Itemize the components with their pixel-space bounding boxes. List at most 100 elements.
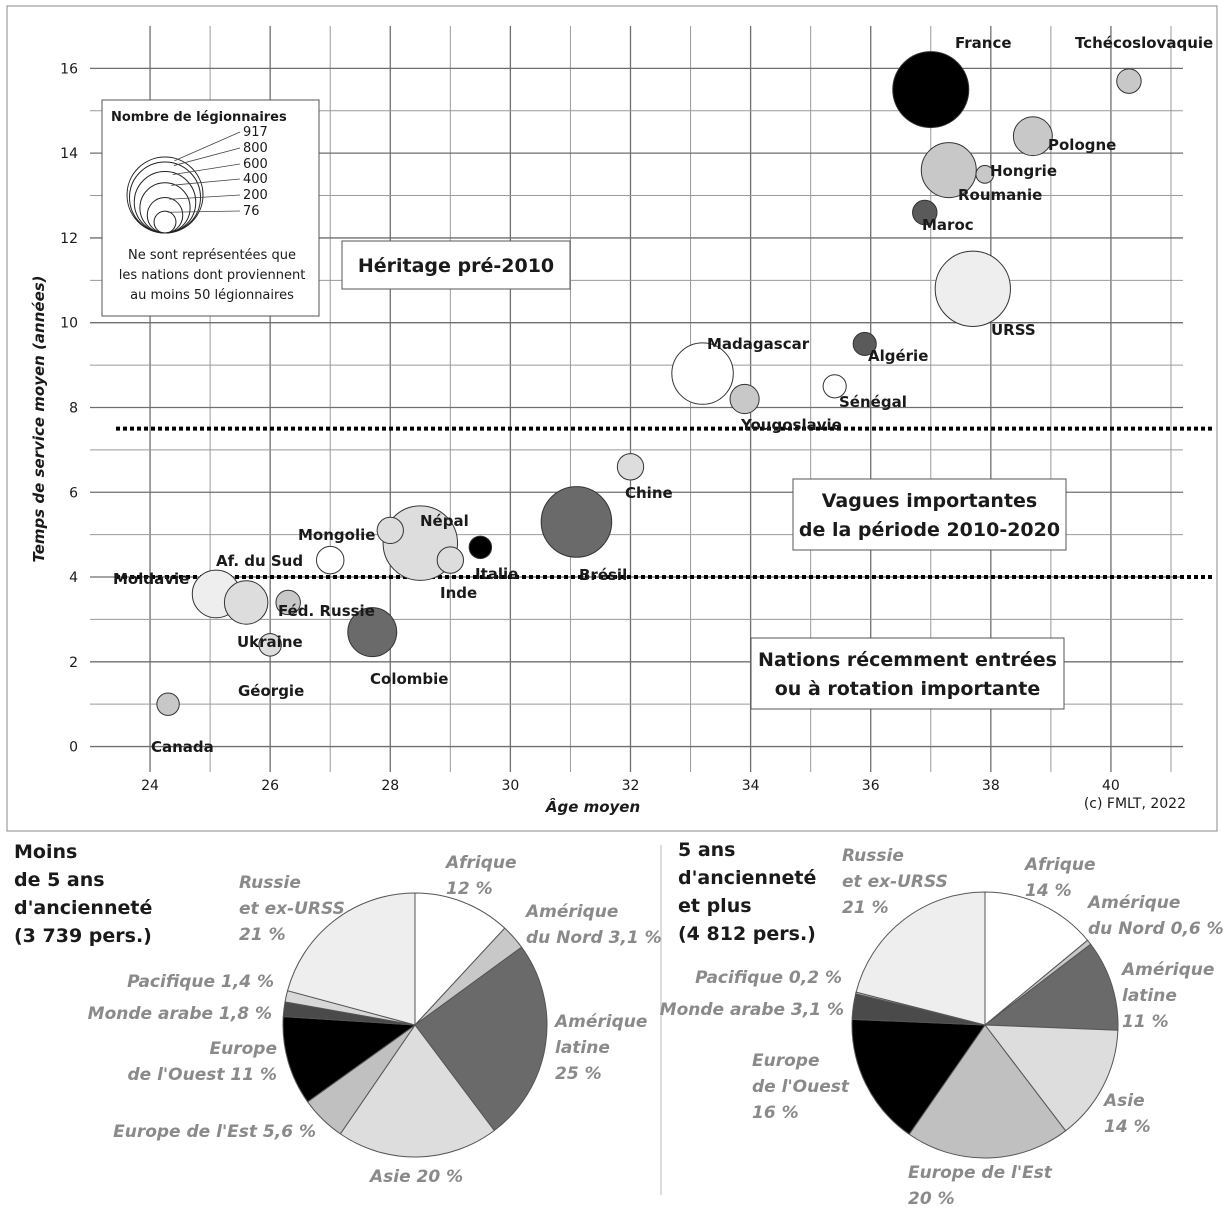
bubble-madagascar bbox=[671, 342, 734, 405]
pie-slice-amerique-latine bbox=[414, 946, 548, 1132]
zone-label-line: Vagues importantes bbox=[822, 490, 1037, 512]
bubble-label-nepal: Népal bbox=[420, 512, 469, 530]
bubble-label-ukraine: Ukraine bbox=[237, 633, 303, 651]
size-legend-leader bbox=[173, 147, 241, 166]
bubble-label-italie: Italie bbox=[475, 565, 518, 583]
size-legend-value: 200 bbox=[243, 188, 268, 203]
bubble-label-roumanie: Roumanie bbox=[958, 186, 1042, 204]
zone-label-line: Nations récemment entrées bbox=[758, 649, 1057, 671]
pie-label-europe-de-l-est: Europe de l'Est 5,6 % bbox=[113, 1122, 316, 1142]
y-tick-label: 2 bbox=[69, 655, 78, 671]
bubble-label-georgie: Géorgie bbox=[238, 682, 304, 700]
bubble-label-yougoslavie: Yougoslavie bbox=[740, 416, 842, 434]
bubble-label-af-du-sud: Af. du Sud bbox=[216, 552, 303, 570]
bubble-label-mongolie: Mongolie bbox=[298, 526, 375, 544]
pie-label-europe-de-l-est: 20 % bbox=[908, 1189, 955, 1205]
pie-label-russie-et-ex-urss: Russie bbox=[842, 846, 904, 866]
pie-label-russie-et-ex-urss: et ex-URSS bbox=[842, 872, 948, 892]
x-tick-label: 24 bbox=[141, 778, 159, 794]
y-tick-label: 0 bbox=[69, 740, 78, 756]
bubble-tchecoslovaquie bbox=[1116, 68, 1142, 94]
bubble-label-fed-russie: Féd. Russie bbox=[278, 602, 375, 620]
zone-label-box: Héritage pré-2010 bbox=[341, 240, 571, 290]
zone-box-frame bbox=[750, 637, 1065, 710]
size-legend-value: 76 bbox=[243, 204, 260, 219]
pie-chart-5-ans-et-plus: 5 ans d'ancienneté et plus (4 812 pers.) Afr… bbox=[660, 839, 1223, 1209]
pie-label-afrique: Afrique bbox=[1023, 855, 1096, 875]
bubble-maroc bbox=[912, 199, 938, 226]
bubble-label-moldavie: Moldavie bbox=[113, 570, 189, 588]
bubble-colombie bbox=[347, 607, 398, 658]
bubble-label-bresil: Brésil bbox=[579, 566, 627, 584]
pie-label-amerique-du-nord: Amérique bbox=[1086, 893, 1180, 913]
pie-title-line: (3 739 pers.) bbox=[14, 925, 152, 947]
pie-title-line: (4 812 pers.) bbox=[678, 923, 816, 945]
y-tick-label: 4 bbox=[69, 570, 78, 586]
pie-title-line: 5 ans bbox=[678, 839, 736, 861]
bubble-canada bbox=[156, 692, 180, 716]
y-tick-label: 14 bbox=[60, 146, 78, 162]
pie-title-line: Moins bbox=[14, 841, 77, 863]
pie-label-europe-de-l-est: Europe de l'Est bbox=[908, 1163, 1053, 1183]
zone-box-frame bbox=[341, 240, 571, 290]
bubble-af-du-sud bbox=[315, 545, 345, 575]
bubbles bbox=[156, 51, 1142, 716]
bubble-ukraine bbox=[223, 580, 269, 625]
bubble-yougoslavie bbox=[729, 383, 760, 415]
pie-label-asie: Asie bbox=[1102, 1091, 1145, 1111]
pie-title-line: d'ancienneté bbox=[678, 867, 816, 889]
pie-label-amerique-latine: 25 % bbox=[555, 1064, 602, 1084]
bubble-fed-russie bbox=[275, 589, 301, 616]
pie-label-amerique-latine: Amérique bbox=[1120, 960, 1214, 980]
size-legend-leader bbox=[169, 194, 241, 200]
pie-slice-asie bbox=[983, 1024, 1119, 1132]
pie-label-amerique-latine: Amérique bbox=[553, 1012, 647, 1032]
bubble-urss bbox=[934, 250, 1011, 327]
pie-chart-moins-5-ans: Moins de 5 ans d'ancienneté (3 739 pers.) Af… bbox=[14, 841, 662, 1187]
pie-label-amerique-du-nord: du Nord 0,6 % bbox=[1088, 919, 1223, 939]
bubble-chine bbox=[616, 453, 645, 481]
bubble-pologne bbox=[1012, 116, 1053, 157]
bubble-roumanie bbox=[920, 142, 977, 199]
pie-slice-russie-et-ex-urss bbox=[286, 892, 416, 1026]
size-legend-value: 400 bbox=[243, 172, 268, 187]
bubble-label-urss: URSS bbox=[991, 321, 1036, 339]
pie-label-russie-et-ex-urss: 21 % bbox=[239, 925, 286, 945]
pie-label-pacifique: Pacifique 0,2 % bbox=[695, 968, 842, 988]
bubble-label-hongrie: Hongrie bbox=[990, 162, 1057, 180]
zone-label-box: Nations récemment entrées ou à rotation i… bbox=[750, 637, 1065, 710]
size-legend-note-line: Ne sont représentées que bbox=[128, 248, 296, 263]
y-tick-label: 16 bbox=[60, 61, 78, 77]
bubble-bresil bbox=[540, 486, 613, 558]
y-tick-label: 6 bbox=[69, 485, 78, 501]
bubble-hongrie bbox=[975, 164, 995, 184]
bubble-label-madagascar: Madagascar bbox=[707, 335, 810, 353]
x-tick-label: 26 bbox=[261, 778, 279, 794]
pie-title-line: et plus bbox=[678, 895, 752, 917]
bubble-label-colombie: Colombie bbox=[370, 670, 448, 688]
bubble-label-inde: Inde bbox=[440, 584, 477, 602]
bubble-label-chine: Chine bbox=[625, 484, 673, 502]
pie-label-pacifique: Pacifique 1,4 % bbox=[127, 972, 274, 992]
x-tick-label: 40 bbox=[1102, 778, 1120, 794]
bubble-label-tchecoslovaquie: Tchécoslovaquie bbox=[1075, 34, 1213, 52]
size-legend-value: 800 bbox=[243, 141, 268, 156]
pie-label-afrique: 14 % bbox=[1025, 881, 1072, 901]
size-legend-title: Nombre de légionnaires bbox=[111, 110, 287, 125]
bubble-label-france: France bbox=[955, 34, 1012, 52]
pie-slice-europe-de-l-est bbox=[908, 1024, 1067, 1159]
pie-label-asie: 14 % bbox=[1104, 1117, 1151, 1137]
y-tick-label: 12 bbox=[60, 231, 78, 247]
size-legend-value: 600 bbox=[243, 157, 268, 172]
grid bbox=[90, 26, 1183, 772]
bubble-labels: France Tchécoslovaquie Pologne Roumanie Hong… bbox=[113, 34, 1213, 756]
pie-label-monde-arabe: Monde arabe 3,1 % bbox=[660, 1000, 844, 1020]
pie-label-russie-et-ex-urss: et ex-URSS bbox=[239, 899, 345, 919]
x-tick-label: 32 bbox=[622, 778, 640, 794]
size-legend-note-line: au moins 50 légionnaires bbox=[130, 288, 294, 303]
pie-label-europe-de-l-ouest: de l'Ouest 11 % bbox=[127, 1065, 277, 1085]
bubble-label-algerie: Algérie bbox=[868, 347, 928, 365]
size-legend-leader bbox=[171, 178, 241, 186]
size-legend-note-line: les nations dont proviennent bbox=[119, 268, 306, 283]
pie-label-europe-de-l-ouest: 16 % bbox=[752, 1103, 799, 1123]
